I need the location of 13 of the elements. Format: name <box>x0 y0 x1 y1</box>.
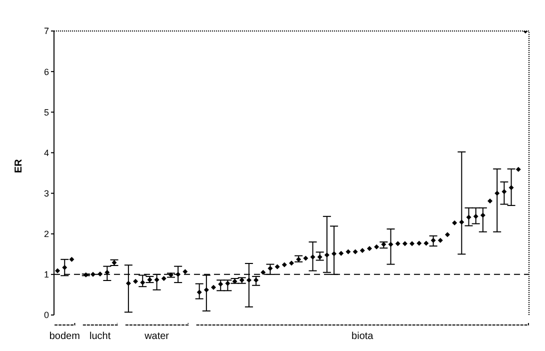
text: biota <box>352 331 374 342</box>
y-tick-label: 3 <box>44 188 49 198</box>
text: bodem <box>49 331 80 342</box>
y-tick-label: 5 <box>44 107 49 118</box>
text: lucht <box>90 331 111 342</box>
y-tick-label: 0 <box>44 310 49 320</box>
y-tick-label: 6 <box>44 66 49 77</box>
y-tick-label: 7 <box>44 26 49 36</box>
y-axis-title: ER <box>14 158 25 173</box>
y-tick-label: 2 <box>44 229 49 240</box>
text: water <box>144 331 170 342</box>
y-tick-label: 1 <box>44 270 49 280</box>
y-tick-label: 4 <box>44 148 49 158</box>
